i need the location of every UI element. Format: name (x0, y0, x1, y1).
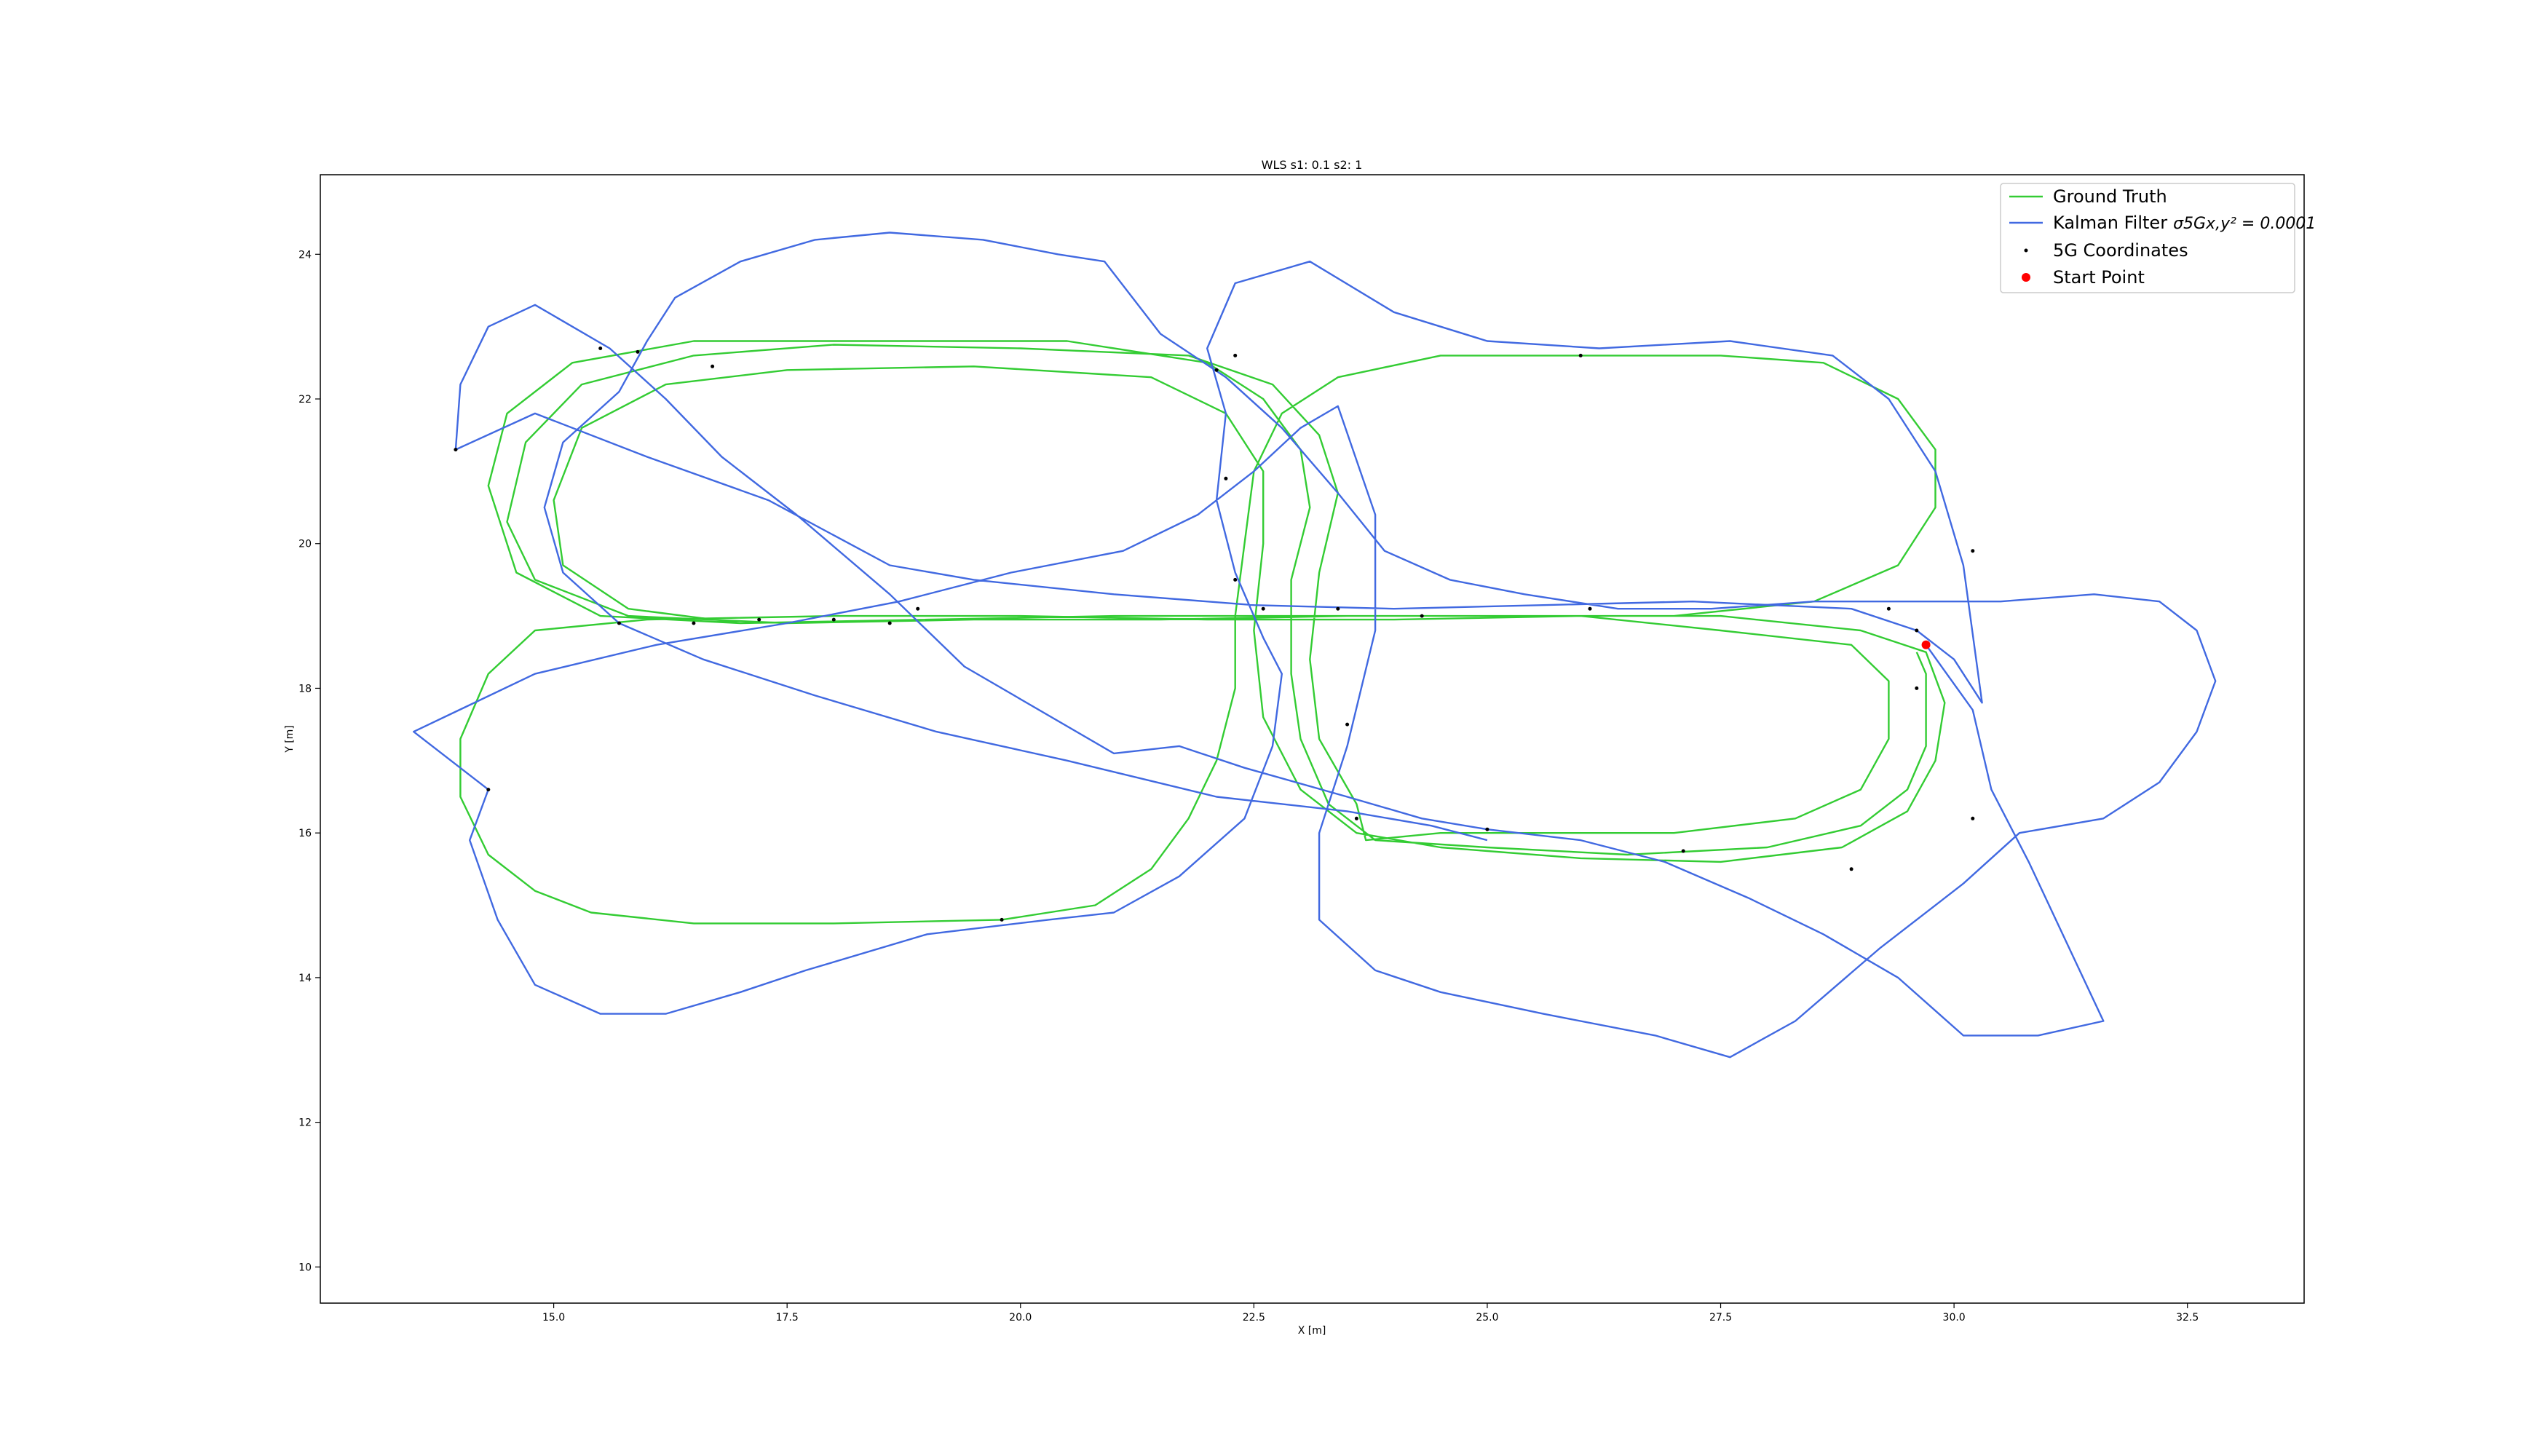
x-tick-label: 25.0 (1476, 1312, 1498, 1324)
5g-coordinate-point (1214, 368, 1219, 372)
y-tick-label: 18 (298, 683, 312, 695)
y-tick-label: 10 (298, 1262, 312, 1273)
x-tick-label: 20.0 (1009, 1312, 1032, 1324)
x-tick-label: 15.0 (542, 1312, 565, 1324)
legend: Ground Truth Kalman Filter σ5Gx,y² = 0.00… (2000, 183, 2316, 293)
5g-coordinate-point (1485, 827, 1489, 831)
legend-swatch-start-point (2022, 273, 2030, 282)
y-axis: 10 12 14 16 18 20 22 24 (298, 249, 320, 1273)
5g-coordinate-point (1588, 606, 1592, 611)
start-point-marker (1921, 640, 1931, 649)
5g-coordinate-point (1336, 606, 1340, 611)
5g-coordinate-point (1915, 628, 1919, 633)
5g-coordinate-point (916, 606, 920, 611)
5g-coordinate-point (831, 617, 836, 622)
x-tick-label: 30.0 (1943, 1312, 1966, 1324)
legend-label-kalman-math: σ5Gx,y² = 0.0001 (2173, 215, 2316, 233)
legend-label-ground-truth: Ground Truth (2053, 186, 2167, 207)
5g-coordinate-point (454, 448, 458, 452)
y-tick-label: 22 (298, 394, 312, 405)
5g-coordinate-point (757, 617, 761, 622)
5g-coordinate-point (636, 349, 640, 354)
5g-coordinate-point (1971, 816, 1975, 820)
x-tick-label: 27.5 (1709, 1312, 1732, 1324)
y-tick-label: 20 (298, 539, 312, 550)
5g-coordinate-point (598, 347, 603, 350)
5g-coordinate-point (692, 621, 696, 625)
x-tick-label: 22.5 (1243, 1312, 1265, 1324)
5g-coordinate-point (887, 621, 892, 625)
legend-box (2000, 183, 2295, 293)
legend-label-kalman-text: Kalman Filter (2053, 213, 2167, 233)
plot-area (413, 232, 2217, 1059)
5g-coordinate-point (1681, 849, 1685, 853)
5g-coordinate-point (617, 621, 621, 625)
5g-coordinate-point (1354, 816, 1358, 820)
5g-coordinate-point (1849, 867, 1853, 871)
y-tick-label: 24 (298, 249, 312, 261)
5g-coordinate-point (1233, 353, 1238, 357)
chart-title: WLS s1: 0.1 s2: 1 (1262, 158, 1363, 172)
5g-coordinate-point (1915, 686, 1919, 690)
legend-label-kalman-filter: Kalman Filter σ5Gx,y² = 0.0001 (2053, 213, 2316, 233)
y-tick-label: 12 (298, 1117, 312, 1129)
x-tick-label: 32.5 (2176, 1312, 2199, 1324)
5g-coordinate-point (1886, 606, 1891, 611)
x-axis-title: X [m] (1298, 1325, 1326, 1337)
x-axis: 15.0 17.5 20.0 22.5 25.0 27.5 30.0 32.5 (542, 1303, 2199, 1324)
5g-coordinate-point (1000, 917, 1004, 922)
5g-coordinate-point (486, 788, 491, 792)
5g-coordinate-point (1971, 549, 1975, 553)
y-tick-label: 16 (298, 828, 312, 839)
5g-coordinate-point (1345, 722, 1350, 727)
plot-frame (320, 174, 2305, 1304)
x-tick-label: 17.5 (776, 1312, 799, 1324)
5g-coordinate-point (1420, 614, 1424, 618)
plot-background (320, 175, 2304, 1303)
legend-label-start-point: Start Point (2053, 267, 2145, 288)
5g-coordinate-point (1578, 353, 1583, 357)
series-kalman-filter-line (413, 232, 2217, 1059)
y-tick-label: 14 (298, 973, 312, 984)
5g-coordinate-point (1233, 577, 1238, 582)
series-ground-truth-line (459, 340, 1946, 925)
5g-coordinate-point (1261, 606, 1265, 611)
legend-swatch-5g-coordinates (2024, 248, 2028, 253)
legend-label-5g-coordinates: 5G Coordinates (2053, 240, 2188, 261)
y-axis-title: Y [m] (284, 725, 296, 753)
5g-coordinate-point (711, 364, 715, 368)
5g-coordinate-point (1224, 476, 1228, 480)
